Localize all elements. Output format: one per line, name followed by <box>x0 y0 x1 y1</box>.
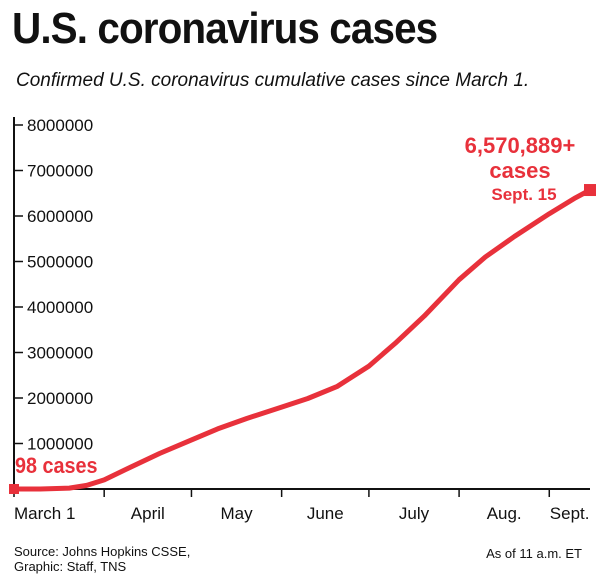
chart-axes <box>13 117 590 490</box>
x-tick-label: March 1 <box>14 504 75 523</box>
end-annotation-cases: cases <box>489 158 550 183</box>
chart-subtitle: Confirmed U.S. coronavirus cumulative ca… <box>16 70 530 91</box>
chart-title: U.S. coronavirus cases <box>12 4 438 53</box>
x-tick-label: Sept. <box>550 504 590 523</box>
x-tick-label: April <box>131 504 165 523</box>
end-annotation-value: 6,570,889+ <box>465 133 576 158</box>
y-tick-label: 7000000 <box>27 162 93 181</box>
x-tick-label: Aug. <box>487 504 522 523</box>
end-annotation-date: Sept. 15 <box>491 185 556 204</box>
series-line <box>11 187 593 492</box>
y-tick-label: 2000000 <box>27 389 93 408</box>
y-tick-label: 4000000 <box>27 298 93 317</box>
as-of-note: As of 11 a.m. ET <box>486 546 582 561</box>
start-annotation: 98 cases <box>15 454 97 478</box>
y-tick-label: 5000000 <box>27 253 93 272</box>
y-axis-ticks: 1000000 2000000 3000000 4000000 5000000 60000… <box>14 116 93 454</box>
y-tick-label: 6000000 <box>27 207 93 226</box>
graphic-credit-line: Graphic: Staff, TNS <box>14 559 127 574</box>
plot-area <box>9 184 596 494</box>
source-credit: Source: Johns Hopkins CSSE, Graphic: Sta… <box>14 544 190 574</box>
x-tick-label: May <box>220 504 253 523</box>
x-tick-label: July <box>399 504 430 523</box>
end-point-marker <box>584 184 596 197</box>
x-axis-ticks: March 1 April May June July Aug. Sept. <box>13 489 590 523</box>
y-tick-label: 8000000 <box>27 116 93 135</box>
start-point-marker <box>9 483 19 494</box>
y-tick-label: 3000000 <box>27 344 93 363</box>
y-tick-label: 1000000 <box>27 435 93 454</box>
source-line: Source: Johns Hopkins CSSE, <box>14 544 191 559</box>
x-tick-label: June <box>307 504 344 523</box>
